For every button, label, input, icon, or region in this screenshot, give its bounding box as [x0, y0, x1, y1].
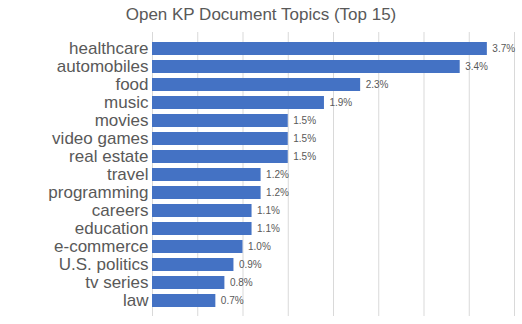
svg-text:1.9%: 1.9%	[329, 97, 352, 108]
svg-text:1.0%: 1.0%	[248, 241, 271, 252]
svg-text:automobiles: automobiles	[57, 57, 149, 76]
html-text:Open KP Document Topics (Top 1: Open KP Document Topics (Top 15)	[125, 5, 397, 24]
svg-text:2.3%: 2.3%	[366, 79, 389, 90]
svg-text:real estate: real estate	[69, 147, 148, 166]
svg-text:law: law	[123, 291, 149, 310]
svg-text:3.4%: 3.4%	[465, 61, 488, 72]
svg-text:U.S. politics: U.S. politics	[59, 255, 149, 274]
svg-text:music: music	[104, 93, 149, 112]
svg-text:0.8%: 0.8%	[230, 277, 253, 288]
svg-text:programming: programming	[48, 183, 148, 202]
svg-text:1.2%: 1.2%	[266, 187, 289, 198]
svg-text:1.5%: 1.5%	[293, 115, 316, 126]
svg-text:tv series: tv series	[85, 273, 148, 292]
svg-text:e-commerce: e-commerce	[54, 237, 148, 256]
svg-text:1.2%: 1.2%	[266, 169, 289, 180]
svg-text:food: food	[115, 75, 148, 94]
svg-text:1.1%: 1.1%	[257, 205, 280, 216]
svg-text:careers: careers	[92, 201, 149, 220]
svg-text:travel: travel	[107, 165, 149, 184]
svg-text:movies: movies	[95, 111, 149, 130]
svg-text:education: education	[75, 219, 149, 238]
svg-text:0.9%: 0.9%	[239, 259, 262, 270]
svg-text:3.7%: 3.7%	[492, 43, 515, 54]
svg-text:1.1%: 1.1%	[257, 223, 280, 234]
svg-text:video games: video games	[52, 129, 148, 148]
svg-text:0.7%: 0.7%	[221, 295, 244, 306]
svg-text:1.5%: 1.5%	[293, 151, 316, 162]
svg-text:1.5%: 1.5%	[293, 133, 316, 144]
svg-text:healthcare: healthcare	[69, 39, 148, 58]
